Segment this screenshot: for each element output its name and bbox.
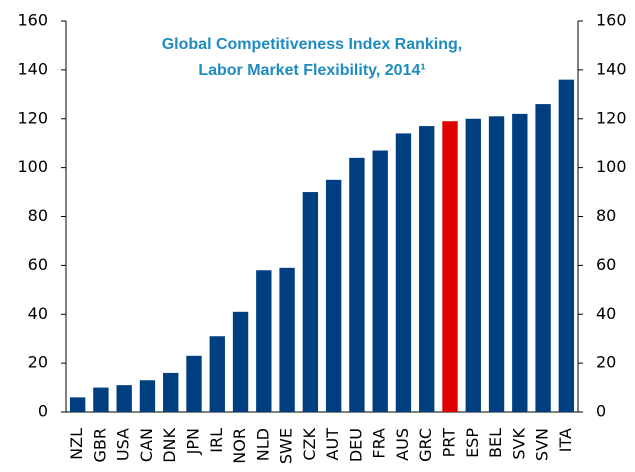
bar bbox=[256, 270, 272, 412]
y-tick-label: 120 bbox=[17, 108, 48, 127]
bar bbox=[116, 385, 132, 412]
y-tick-label: 60 bbox=[28, 255, 48, 274]
y2-tick-label: 80 bbox=[596, 206, 616, 225]
x-tick-label: GRC bbox=[416, 428, 435, 462]
y2-tick-label: 40 bbox=[596, 304, 616, 323]
x-tick-label: ITA bbox=[556, 428, 575, 452]
x-tick-label: SVK bbox=[509, 427, 528, 459]
bar bbox=[395, 133, 412, 412]
x-tick-label: AUS bbox=[393, 428, 412, 461]
y-tick-label: 160 bbox=[17, 11, 48, 30]
x-tick-label: CAN bbox=[137, 428, 156, 462]
bar bbox=[93, 387, 109, 412]
x-tick-label: BEL bbox=[486, 428, 505, 458]
y-tick-label: 40 bbox=[28, 304, 48, 323]
x-tick-label: DNK bbox=[160, 427, 179, 462]
x-tick-label: FRA bbox=[370, 428, 389, 459]
bar bbox=[349, 157, 365, 412]
y2-tick-label: 0 bbox=[596, 402, 606, 421]
bar bbox=[465, 118, 481, 412]
y-tick-label: 100 bbox=[17, 157, 48, 176]
x-tick-label: USA bbox=[114, 428, 133, 461]
y2-tick-label: 120 bbox=[596, 108, 627, 127]
y2-tick-label: 20 bbox=[596, 353, 616, 372]
x-tick-label: SVN bbox=[533, 428, 552, 461]
bar bbox=[535, 104, 551, 413]
x-tick-label: SWE bbox=[277, 428, 296, 464]
x-tick-label: ESP bbox=[463, 428, 482, 458]
bar bbox=[558, 79, 575, 413]
bar bbox=[512, 113, 528, 413]
y-tick-label: 0 bbox=[38, 402, 48, 421]
x-tick-label: IRL bbox=[207, 428, 226, 453]
x-tick-label: GBR bbox=[90, 428, 109, 463]
chart-title: Labor Market Flexibility, 2014¹ bbox=[198, 62, 425, 79]
bar bbox=[69, 397, 86, 412]
bar bbox=[163, 372, 179, 412]
bar bbox=[209, 336, 225, 412]
bar bbox=[419, 126, 435, 413]
bar bbox=[139, 380, 156, 412]
y2-tick-label: 160 bbox=[596, 11, 627, 30]
bar bbox=[325, 179, 342, 412]
y2-tick-label: 100 bbox=[596, 157, 627, 176]
bar bbox=[488, 116, 505, 413]
x-tick-label: NOR bbox=[230, 428, 249, 464]
x-tick-label: AUT bbox=[323, 428, 342, 461]
x-tick-label: JPN bbox=[184, 428, 203, 455]
y-tick-label: 20 bbox=[28, 353, 48, 372]
x-tick-label: PRT bbox=[440, 428, 459, 458]
bar bbox=[232, 311, 249, 412]
x-tick-label: NZL bbox=[67, 428, 86, 460]
bar bbox=[302, 192, 319, 412]
y-tick-label: 80 bbox=[28, 206, 48, 225]
x-tick-label: CZK bbox=[300, 427, 319, 460]
bar bbox=[372, 150, 388, 413]
x-tick-label: DEU bbox=[346, 428, 365, 462]
bar bbox=[279, 267, 295, 412]
y2-tick-label: 140 bbox=[596, 59, 627, 78]
bar bbox=[442, 121, 458, 412]
bar bbox=[186, 355, 202, 412]
x-tick-label: NLD bbox=[253, 428, 272, 461]
y2-tick-label: 60 bbox=[596, 255, 616, 274]
chart-title: Global Competitiveness Index Ranking, bbox=[162, 36, 463, 53]
y-tick-label: 140 bbox=[17, 59, 48, 78]
